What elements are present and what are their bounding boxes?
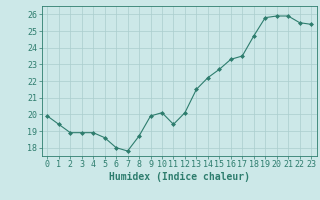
X-axis label: Humidex (Indice chaleur): Humidex (Indice chaleur)	[109, 172, 250, 182]
